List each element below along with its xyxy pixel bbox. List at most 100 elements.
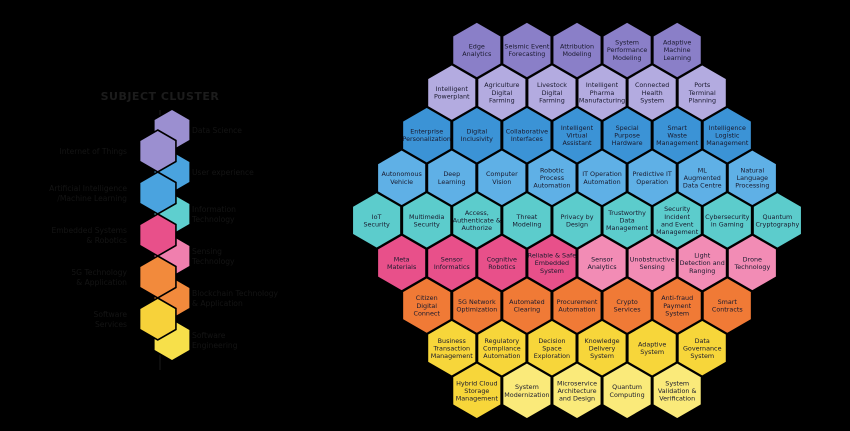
hex-special-purpose-hardware-shape: [602, 106, 653, 165]
hex-ports-terminal-planning-shape: [677, 63, 728, 122]
hex-citizen-digital-connect-label: Connect: [413, 309, 440, 317]
hex-privacy-by-design-shape: [552, 191, 602, 250]
hex-attribution-modeling-shape: [552, 21, 602, 79]
hex-robotic-process-automation-label: Process: [540, 174, 565, 182]
hex-microservice-architecture-and-design-label: Microservice: [557, 379, 597, 387]
hex-adaptive-system-shape: [627, 319, 678, 378]
hex-enterprise-personalization-label: Enterprise: [410, 128, 443, 136]
hex-digital-inclusivity-shape: [451, 106, 502, 165]
hex-reliable-safe-embedded-system-label: Reliable & Safe: [528, 252, 577, 260]
hex-smart-waste-management-label: Waste: [667, 131, 687, 139]
hex-data-governance-system-label: System: [690, 352, 714, 360]
hex-collaborative-interfaces-label: Collaborative: [506, 128, 548, 136]
hex-smart-contracts-label: Contracts: [712, 306, 743, 314]
hex-system-validation-verification-label: Validation &: [658, 387, 697, 395]
hex-agriculture-digital-farming-label: Agriculture: [484, 81, 519, 89]
legend-label-blockchain-technology-application: Blockchain Technology: [192, 289, 279, 298]
hex-intelligent-powerplant-label: Powerplant: [434, 93, 470, 101]
hex-multimedia-security-label: Security: [414, 220, 440, 228]
hex-system-modernization-shape: [501, 361, 552, 420]
hex-intelligence-logistic-management-label: Intelligence: [709, 124, 746, 132]
hex-procurement-automation-shape: [552, 276, 602, 335]
hex-regulatory-compliance-automation-label: Compliance: [483, 344, 521, 352]
legend-label-software-engineering: Engineering: [192, 341, 238, 350]
hex-edge-analytics-label: Edge: [469, 42, 485, 50]
hex-edge-analytics-label: Analytics: [462, 50, 492, 58]
hex-ml-augmented-data-centre-label: Data Centre: [683, 182, 722, 190]
hex-quantum-computing-label: Quantum: [612, 383, 642, 391]
hex-seismic-event-forecasting-shape: [501, 21, 552, 79]
hex-intelligent-pharma-manufacturing-shape: [577, 63, 627, 122]
hex-access-authenticate-authorize: Access,Authenticate &Authorize: [451, 191, 502, 250]
hex-quantum-computing-label: Computing: [610, 391, 645, 399]
hex-deep-learning-label: Deep: [443, 170, 460, 178]
hex-unobstructive-sensing-label: Unobstructive: [630, 255, 675, 263]
hex-intelligence-logistic-management-label: Logistic: [715, 131, 740, 139]
hex-iot-security-shape: [351, 191, 402, 250]
hex-natural-language-processing-label: Natural: [741, 166, 765, 174]
hex-security-incident-and-event-management-label: Incident: [664, 213, 690, 221]
hex-system-modernization-label: Modernization: [504, 391, 549, 399]
hex-it-operation-automation-label: IT Operation: [582, 170, 622, 178]
hex-ports-terminal-planning-label: Ports: [694, 81, 711, 89]
hex-automated-clearing-label: Automated: [509, 298, 544, 306]
hex-natural-language-processing-label: Language: [737, 174, 769, 182]
hex-automated-clearing-label: Clearing: [514, 306, 541, 314]
hex-business-transaction-management-label: Business: [438, 337, 467, 345]
hex-citizen-digital-connect-label: Citizen: [416, 294, 438, 302]
hex-anti-fraud-payment-system-label: System: [665, 309, 689, 317]
hex-multimedia-security-label: Multimedia: [409, 213, 445, 221]
hex-computer-vision-label: Computer: [486, 170, 518, 178]
hex-livestock-digital-farming-shape: [527, 63, 577, 122]
hex-system-validation-verification-label: Verification: [659, 395, 695, 403]
hex-natural-language-processing-shape: [727, 148, 778, 207]
hex-ml-augmented-data-centre-shape: [677, 148, 728, 207]
hex-it-operation-automation-label: Automation: [583, 178, 620, 186]
hex-autonomous-vehicle-label: Vehicle: [390, 178, 413, 186]
hex-decision-space-exploration-label: Decision: [538, 337, 565, 345]
hex-smart-contracts-label: Smart: [718, 298, 738, 306]
legend-label-artificial-intelligence-machine-learning: Artificial Intelligence: [49, 184, 127, 193]
hex-trustworthy-data-management-label: Trustworthy: [607, 209, 646, 217]
hex-decision-space-exploration-shape: [527, 319, 577, 378]
hex-special-purpose-hardware-label: Special: [616, 124, 639, 132]
hex-autonomous-vehicle-shape: [376, 148, 427, 207]
hex-smart-waste-management-label: Management: [656, 139, 699, 147]
legend-label-software-engineering: Software: [192, 331, 226, 340]
hex-microservice-architecture-and-design-label: Architecture: [557, 387, 596, 395]
hex-edge-analytics-shape: [451, 21, 502, 79]
hex-adaptive-system-label: System: [640, 348, 664, 356]
hex-hybrid-cloud-storage-management-label: Hybrid Cloud: [456, 379, 497, 387]
hex-robotic-process-automation-shape: [527, 148, 577, 207]
hex-intelligence-logistic-management-shape: [702, 106, 753, 165]
hex-microservice-architecture-and-design-shape: [552, 361, 602, 420]
hex-cognitive-robotics-shape: [476, 234, 527, 292]
hex-livestock-digital-farming-label: Digital: [542, 89, 563, 97]
hex-5g-network-optimization-label: Optimization: [456, 306, 497, 314]
hex-adaptive-machine-learning-label: Adaptive: [663, 39, 691, 47]
legend-label-user-experience: User experience: [192, 168, 254, 177]
hex-it-operation-automation-shape: [577, 148, 627, 207]
hex-system-validation-verification-label: System: [665, 379, 689, 387]
hex-quantum-cryptography-label: Quantum: [762, 213, 792, 221]
